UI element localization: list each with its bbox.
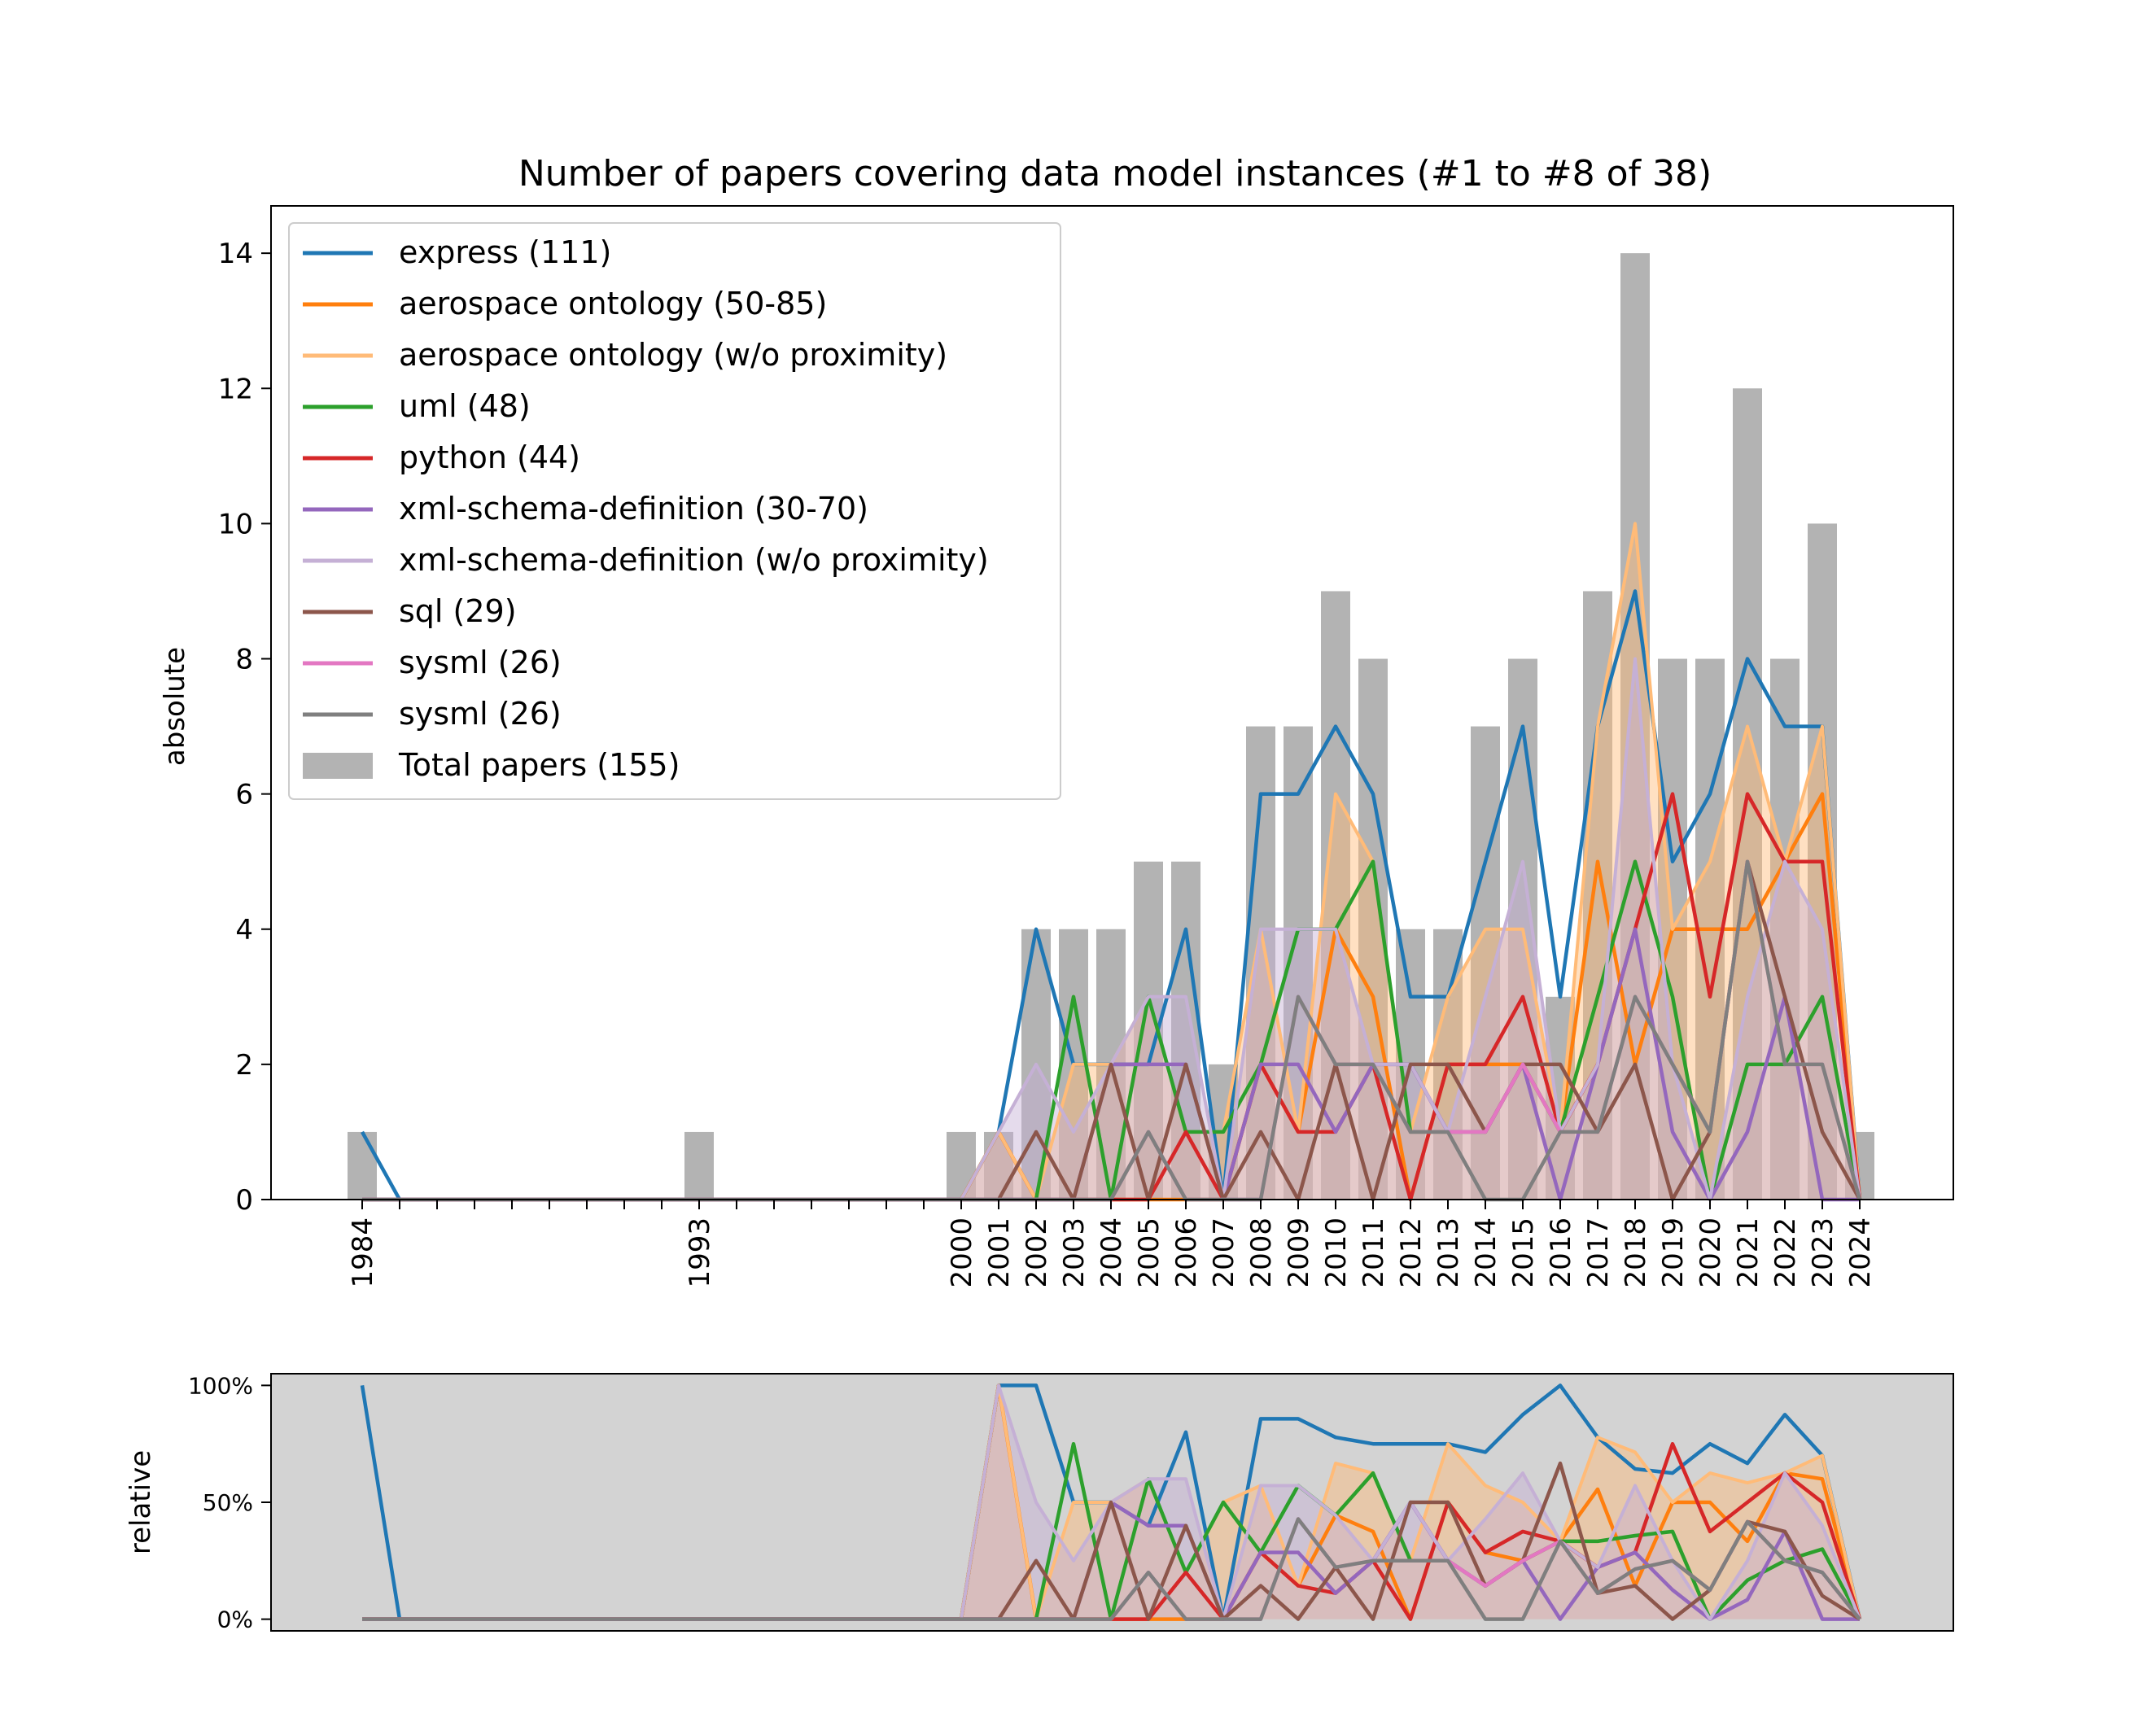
legend-label: xml-schema-definition (30-70) bbox=[399, 491, 868, 527]
bar-2018 bbox=[1620, 253, 1650, 1200]
x-tick-label: 2024 bbox=[1844, 1217, 1877, 1288]
y-tick-label: 10 bbox=[218, 508, 253, 540]
x-tick-label: 2017 bbox=[1582, 1217, 1615, 1288]
relative-line-sysml-26 bbox=[362, 1517, 1861, 1621]
x-tick-label: 2003 bbox=[1058, 1217, 1091, 1288]
absolute-frame bbox=[270, 205, 1954, 1200]
x-tick-label: 2001 bbox=[983, 1217, 1016, 1288]
chart-title: Number of papers covering data model ins… bbox=[518, 153, 1712, 195]
y-axis-label-absolute: absolute bbox=[159, 647, 191, 766]
bar-2006 bbox=[1171, 861, 1200, 1200]
bar-2022 bbox=[1770, 658, 1800, 1200]
x-tick-label: 1984 bbox=[347, 1217, 379, 1288]
x-tick-label: 2019 bbox=[1657, 1217, 1690, 1288]
legend-label: sysml (26) bbox=[399, 696, 562, 732]
y-tick-label: 0 bbox=[235, 1184, 253, 1217]
area-aerospace-ontology-w-o-proximity bbox=[362, 523, 1860, 1200]
relative-y-tick-label: 100% bbox=[188, 1372, 253, 1399]
y-tick-label: 8 bbox=[235, 644, 253, 676]
x-tick-label: 2009 bbox=[1283, 1217, 1315, 1288]
legend-label: uml (48) bbox=[399, 388, 531, 424]
legend-label: Total papers (155) bbox=[398, 747, 680, 783]
bar-2001 bbox=[984, 1131, 1013, 1200]
bar-1993 bbox=[684, 1131, 714, 1200]
x-tick-label: 2005 bbox=[1133, 1217, 1165, 1288]
x-tick-label: 2012 bbox=[1395, 1217, 1428, 1288]
legend: express (111) aerospace ontology (50-85) a… bbox=[288, 222, 1061, 800]
x-tick-label: 2000 bbox=[946, 1217, 978, 1288]
y-tick-label: 12 bbox=[218, 373, 253, 405]
legend-label: xml-schema-definition (w/o proximity) bbox=[399, 542, 989, 578]
relative-y-tick-label: 50% bbox=[203, 1489, 253, 1516]
x-tick-label: 2004 bbox=[1095, 1217, 1128, 1288]
x-tick-label: 2016 bbox=[1545, 1217, 1577, 1288]
legend-swatch-total-papers bbox=[303, 753, 373, 779]
y-tick-label: 2 bbox=[235, 1049, 253, 1082]
bar-2000 bbox=[947, 1131, 976, 1200]
legend-box bbox=[288, 222, 1061, 800]
bar-1984 bbox=[348, 1131, 377, 1200]
relative-y-tick-label: 0% bbox=[217, 1606, 253, 1633]
legend-label: python (44) bbox=[399, 439, 580, 475]
y-tick-label: 6 bbox=[235, 779, 253, 811]
legend-label: sql (29) bbox=[399, 593, 517, 629]
y-axis-label-relative: relative bbox=[125, 1450, 157, 1554]
x-tick-label: 2020 bbox=[1695, 1217, 1727, 1288]
y-tick-label: 14 bbox=[218, 238, 253, 270]
x-tick-label: 2023 bbox=[1807, 1217, 1839, 1288]
x-tick-label: 2008 bbox=[1245, 1217, 1278, 1288]
x-tick-label: 2014 bbox=[1470, 1217, 1502, 1288]
x-tick-label: 2015 bbox=[1507, 1217, 1540, 1288]
x-tick-label: 2021 bbox=[1732, 1217, 1765, 1288]
x-tick-label: 2010 bbox=[1320, 1217, 1353, 1288]
x-tick-label: 2013 bbox=[1432, 1217, 1465, 1288]
x-tick-label: 2007 bbox=[1208, 1217, 1240, 1288]
x-tick-label: 2011 bbox=[1358, 1217, 1390, 1288]
x-tick-label: 2018 bbox=[1620, 1217, 1652, 1288]
legend-label: aerospace ontology (50-85) bbox=[399, 286, 827, 321]
legend-label: sysml (26) bbox=[399, 645, 562, 680]
legend-label: aerospace ontology (w/o proximity) bbox=[399, 337, 947, 373]
y-tick-label: 4 bbox=[235, 914, 253, 946]
x-tick-label: 2002 bbox=[1021, 1217, 1053, 1288]
legend-label: express (111) bbox=[399, 234, 611, 270]
relative-axes: 0% 50% 100% bbox=[188, 1372, 1954, 1633]
x-tick-label: 2022 bbox=[1769, 1217, 1802, 1288]
x-tick-label: 1993 bbox=[684, 1217, 716, 1288]
relative-lines-layer bbox=[360, 1383, 1862, 1621]
relative-panel: relative 0% 50% 100% bbox=[125, 1372, 1954, 1633]
x-tick-label: 2006 bbox=[1170, 1217, 1203, 1288]
absolute-panel: Number of papers covering data model ins… bbox=[159, 153, 1954, 1288]
